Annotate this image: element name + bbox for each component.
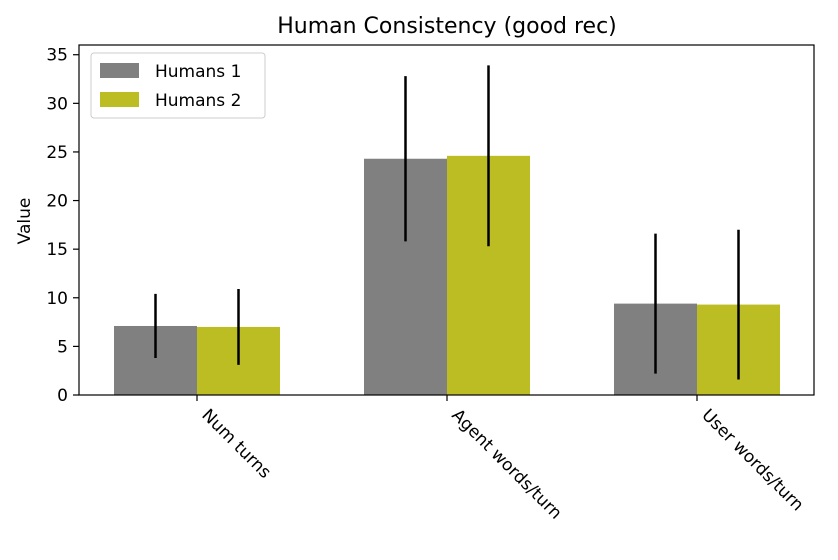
chart-title: Human Consistency (good rec) xyxy=(277,14,617,39)
x-tick-label: User words/turn xyxy=(697,405,807,515)
y-tick-label: 0 xyxy=(57,386,68,406)
y-tick-label: 20 xyxy=(46,192,68,212)
y-tick-label: 35 xyxy=(46,46,68,66)
legend-label: Humans 2 xyxy=(155,91,241,111)
x-tick-label: Num turns xyxy=(197,405,274,482)
legend-swatch xyxy=(100,92,139,107)
y-tick-label: 15 xyxy=(46,240,68,260)
x-tick-label: Agent words/turn xyxy=(447,405,565,523)
legend-swatch xyxy=(100,63,139,78)
legend-label: Humans 1 xyxy=(155,62,241,82)
plot-area: 0 5 10 15 20 25 30 35 Num turns Agent words/turn U… xyxy=(46,44,815,523)
y-axis-label: Value xyxy=(15,198,35,245)
y-tick-label: 10 xyxy=(46,289,68,309)
y-tick-label: 25 xyxy=(46,143,68,163)
y-tick-label: 30 xyxy=(46,94,68,114)
y-tick-label: 5 xyxy=(57,337,68,357)
